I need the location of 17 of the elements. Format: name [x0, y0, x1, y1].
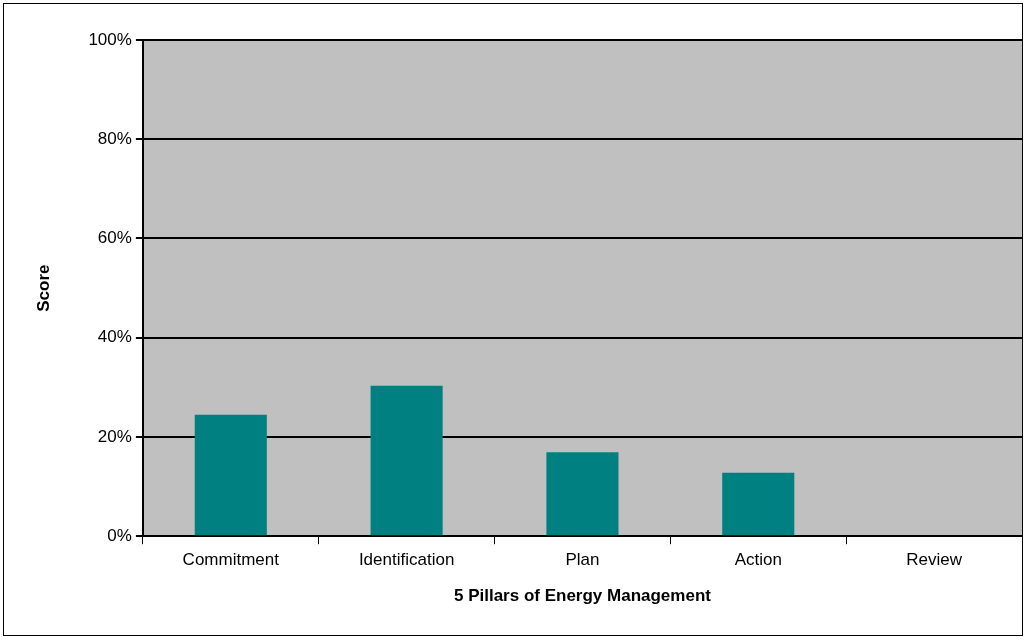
bar — [546, 452, 619, 536]
x-tick-label: Action — [734, 550, 782, 570]
bar — [370, 385, 443, 536]
y-tick-label: 60% — [97, 228, 132, 248]
y-tick-label: 40% — [97, 327, 132, 347]
bar — [722, 472, 795, 536]
bar — [194, 414, 267, 536]
y-tick-label: 0% — [107, 525, 132, 545]
x-axis-title: 5 Pillars of Energy Management — [453, 586, 712, 606]
x-tick-label: Commitment — [182, 550, 280, 570]
x-tick-label: Plan — [565, 550, 600, 570]
y-tick-label: 80% — [97, 128, 132, 148]
x-tick-label: Review — [906, 550, 963, 570]
y-tick-label: 100% — [88, 29, 132, 49]
y-axis-title: Score — [33, 264, 53, 312]
y-tick-label: 20% — [97, 426, 132, 446]
x-tick-label: Identification — [358, 550, 455, 570]
